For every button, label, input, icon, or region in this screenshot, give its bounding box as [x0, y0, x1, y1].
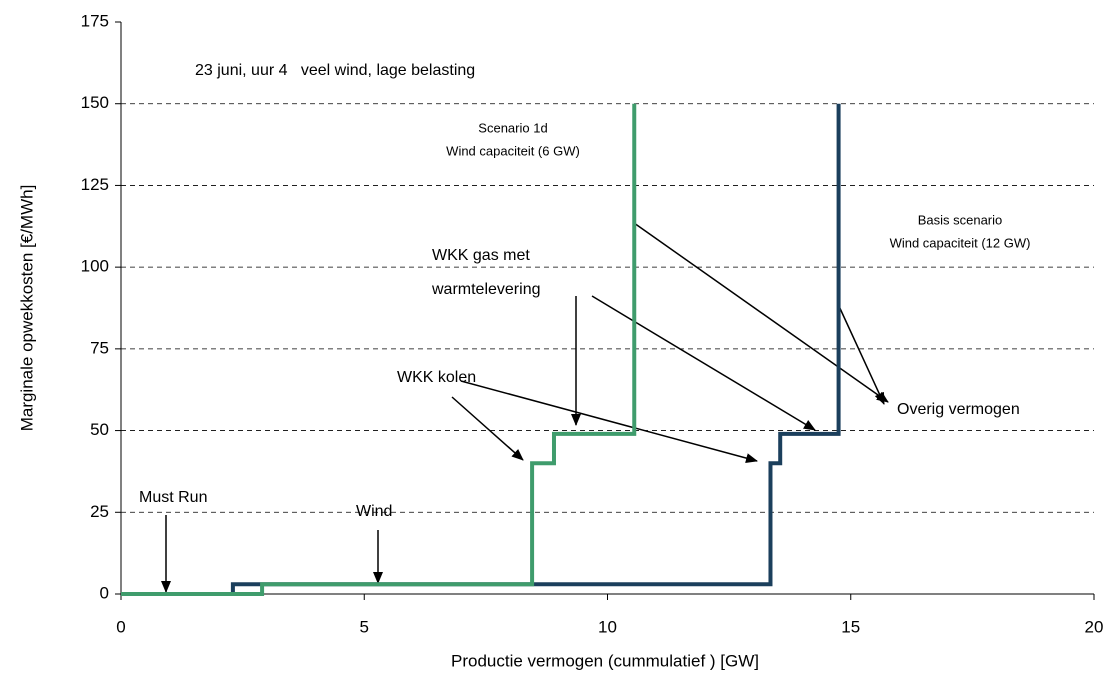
y-axis-label: Marginale opwekkosten [€/MWh]	[17, 185, 36, 432]
annotation: WKK gas met	[432, 247, 530, 264]
y-tick-label: 50	[90, 420, 109, 439]
y-tick-label: 0	[100, 583, 109, 602]
annotation: Must Run	[139, 489, 207, 506]
arrow	[837, 303, 885, 405]
x-tick-label: 10	[598, 617, 617, 636]
y-tick-label: 125	[81, 175, 109, 194]
series-line	[121, 103, 841, 596]
annotation: Overig vermogen	[897, 401, 1020, 418]
series-line	[121, 103, 637, 596]
annotation-arrows	[161, 222, 889, 593]
x-axis-label: Productie vermogen (cummulatief ) [GW]	[451, 651, 759, 670]
y-tick-label: 75	[90, 338, 109, 357]
x-tick-label: 0	[116, 617, 125, 636]
y-tick-label: 100	[81, 257, 109, 276]
arrow	[460, 380, 758, 463]
y-tick-label: 175	[81, 11, 109, 30]
annotation: Scenario 1d	[478, 120, 547, 135]
arrow	[591, 295, 816, 431]
annotation: 23 juni, uur 4 veel wind, lage belasting	[195, 62, 475, 79]
arrow	[451, 396, 524, 461]
annotation: Wind	[356, 503, 392, 520]
y-tick-label: 150	[81, 93, 109, 112]
annotation: Basis scenario	[918, 212, 1003, 227]
arrow	[633, 222, 889, 403]
y-tick-label: 25	[90, 502, 109, 521]
x-tick-label: 5	[360, 617, 369, 636]
annotation: Wind capaciteit (12 GW)	[890, 235, 1031, 250]
x-tick-label: 15	[841, 617, 860, 636]
annotation: Wind capaciteit (6 GW)	[446, 143, 580, 158]
x-tick-label: 20	[1085, 617, 1104, 636]
annotation: warmtelevering	[431, 281, 540, 298]
annotation: WKK kolen	[397, 369, 476, 386]
